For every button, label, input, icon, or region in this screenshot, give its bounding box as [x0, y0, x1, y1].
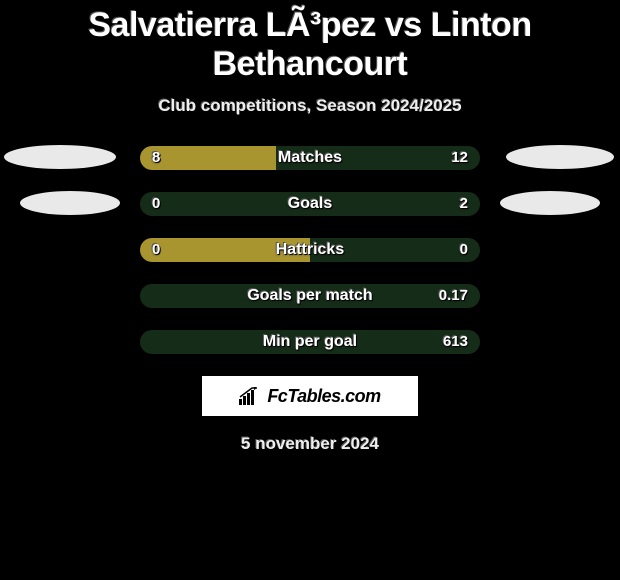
stat-label: Matches: [140, 146, 480, 170]
stat-bar: 613Min per goal: [140, 330, 480, 354]
stat-bar: 812Matches: [140, 146, 480, 170]
brand-label: FcTables.com: [267, 386, 380, 407]
stat-rows: 812Matches 02Goals 00Hattricks 0.17Goals pe…: [0, 146, 620, 354]
stat-label: Goals: [140, 192, 480, 216]
stat-row: 02Goals: [0, 192, 620, 216]
stat-bar: 0.17Goals per match: [140, 284, 480, 308]
stat-row: 0.17Goals per match: [0, 284, 620, 308]
brand-chart-icon: [239, 387, 261, 405]
stat-bar: 02Goals: [140, 192, 480, 216]
stat-row: 613Min per goal: [0, 330, 620, 354]
stat-label: Goals per match: [140, 284, 480, 308]
stat-row: 00Hattricks: [0, 238, 620, 262]
subtitle: Club competitions, Season 2024/2025: [0, 96, 620, 116]
stats-area: 812Matches 02Goals 00Hattricks 0.17Goals pe…: [0, 146, 620, 354]
stat-label: Min per goal: [140, 330, 480, 354]
date-label: 5 november 2024: [0, 434, 620, 454]
brand-box[interactable]: FcTables.com: [202, 376, 418, 416]
stat-bar: 00Hattricks: [140, 238, 480, 262]
page-title: Salvatierra LÃ³pez vs Linton Bethancourt: [0, 0, 620, 84]
stat-row: 812Matches: [0, 146, 620, 170]
stat-label: Hattricks: [140, 238, 480, 262]
